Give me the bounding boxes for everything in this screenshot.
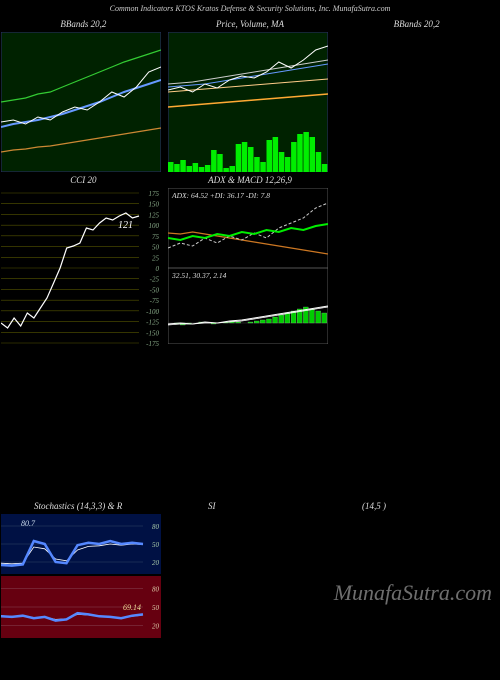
svg-text:75: 75 xyxy=(152,233,160,241)
ma-title: Price, Volume, MA xyxy=(167,17,334,31)
svg-text:25: 25 xyxy=(152,254,160,262)
svg-text:-150: -150 xyxy=(146,329,159,337)
svg-text:50: 50 xyxy=(152,541,160,549)
row1-charts xyxy=(0,31,500,173)
stoch-params: (14,5 ) xyxy=(342,501,496,511)
svg-text:-125: -125 xyxy=(146,319,159,327)
ma-chart xyxy=(168,32,333,172)
bbands-title-right: BBands 20,2 xyxy=(333,17,500,31)
stoch-titles: Stochastics (14,3,3) & R SI (14,5 ) xyxy=(0,499,500,513)
page-header: Common Indicators KTOS Kratos Defense & … xyxy=(0,0,500,17)
svg-text:-75: -75 xyxy=(150,297,160,305)
svg-text:-100: -100 xyxy=(146,308,159,316)
stoch-label: Stochastics (14,3,3) & R xyxy=(4,501,168,511)
svg-text:-25: -25 xyxy=(150,276,160,284)
svg-text:20: 20 xyxy=(152,623,160,631)
adx-title: ADX & MACD 12,26,9 xyxy=(167,173,334,187)
svg-text:175: 175 xyxy=(149,190,160,198)
cci-chart: 175 150 125 100 75 50 25 0 -25 -50 -75 -100 -125 -150… xyxy=(1,188,166,348)
bb-chart xyxy=(1,32,166,172)
svg-text:-175: -175 xyxy=(146,340,159,348)
svg-text:69.14: 69.14 xyxy=(123,603,141,612)
row2-titles: CCI 20 ADX & MACD 12,26,9 xyxy=(0,173,500,187)
svg-text:ADX: 64.52 +DI: 36.17 -DI: 7.: ADX: 64.52 +DI: 36.17 -DI: 7.8 xyxy=(171,191,270,200)
rsi-chart: 80 50 20 69.14 xyxy=(1,576,166,638)
svg-text:32.51, 30.37, 2.14: 32.51, 30.37, 2.14 xyxy=(171,271,227,280)
row2-charts: 175 150 125 100 75 50 25 0 -25 -50 -75 -100 -125 -150… xyxy=(0,187,500,349)
rsi-row: 80 50 20 69.14 xyxy=(0,575,500,639)
row1-titles: BBands 20,2 Price, Volume, MA BBands 20,… xyxy=(0,17,500,31)
svg-text:150: 150 xyxy=(149,201,160,209)
svg-text:-50: -50 xyxy=(150,286,160,294)
svg-text:80: 80 xyxy=(152,523,160,531)
svg-text:100: 100 xyxy=(149,222,160,230)
svg-text:121: 121 xyxy=(118,220,133,231)
svg-text:50: 50 xyxy=(152,604,160,612)
svg-text:80.7: 80.7 xyxy=(21,519,36,528)
si-label: SI xyxy=(168,501,342,511)
cci-title: CCI 20 xyxy=(0,173,167,187)
svg-text:80: 80 xyxy=(152,585,160,593)
adx-macd-stack: ADX: 64.52 +DI: 36.17 -DI: 7.8 32.51, 30… xyxy=(168,188,333,348)
right-spacer-title xyxy=(333,173,500,187)
svg-text:125: 125 xyxy=(149,211,160,219)
right-spacer-1 xyxy=(334,32,499,172)
right-spacer-2 xyxy=(334,188,499,348)
bb-title: BBands 20,2 xyxy=(0,17,167,31)
svg-text:20: 20 xyxy=(152,559,160,567)
svg-text:0: 0 xyxy=(156,265,160,273)
stoch-row: 80 50 20 80.7 xyxy=(0,513,500,575)
svg-text:50: 50 xyxy=(152,244,160,252)
stoch-chart: 80 50 20 80.7 xyxy=(1,514,166,574)
